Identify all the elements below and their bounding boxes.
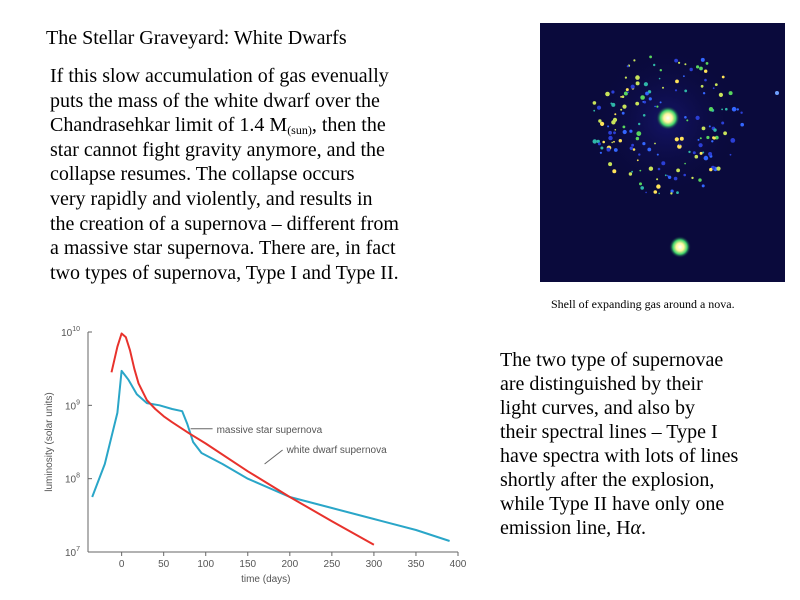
x-tick-label: 100 — [197, 559, 214, 570]
paragraph-line: The two type of supernovae — [500, 349, 724, 371]
paragraph-line: very rapidly and violently, and results … — [50, 187, 373, 210]
paragraph-line: star cannot fight gravity anymore, and t… — [50, 138, 385, 161]
alpha-symbol: α — [630, 517, 642, 539]
x-tick-label: 350 — [408, 559, 425, 570]
light-curve-chart: 0 50 100 150 200 250 300 350 400 1010 109 108 107 tim… — [40, 320, 480, 590]
y-axis-title: luminosity (solar units) — [44, 392, 55, 491]
paragraph-line-tail: , then the — [311, 114, 386, 137]
paragraph-line: shortly after the explosion, — [500, 469, 715, 491]
white-dwarf-supernova-label: white dwarf supernova — [286, 445, 387, 456]
slide-title: The Stellar Graveyard: White Dwarfs — [46, 27, 347, 49]
supernova-types-paragraph: The two type of supernovae are distingui… — [500, 348, 790, 540]
paragraph-line-text: Chandrasehkar limit of 1.4 M — [50, 114, 288, 137]
y-tick-label: 109 — [65, 399, 80, 412]
paragraph-line: collapse resumes. The collapse occurs — [50, 163, 355, 186]
x-axis-title: time (days) — [241, 574, 290, 585]
paragraph-line: light curves, and also by — [500, 397, 695, 419]
paragraph-line: a massive star supernova. There are, in … — [50, 237, 396, 260]
nova-shell-image — [540, 23, 785, 282]
paragraph-line: while Type II have only one — [500, 493, 725, 515]
white-dwarf-label-leader — [264, 449, 283, 465]
paragraph-line: are distinguished by their — [500, 373, 703, 395]
paragraph-line: have spectra with lots of lines — [500, 445, 739, 467]
x-tick-label: 200 — [281, 559, 298, 570]
x-tick-label: 0 — [119, 559, 125, 570]
y-tick-label: 107 — [65, 546, 80, 559]
white-dwarf-supernova-curve — [110, 332, 375, 546]
period: . — [641, 517, 647, 539]
paragraph-line: their spectral lines – Type I — [500, 421, 718, 443]
sun-subscript: (sun) — [287, 123, 312, 138]
massive-star-supernova-label: massive star supernova — [217, 425, 323, 436]
paragraph-line-halpha: emission line, Hα. — [500, 516, 790, 540]
paragraph-line: If this slow accumulation of gas evenual… — [50, 65, 389, 87]
massive-star-supernova-curve — [91, 369, 450, 542]
paragraph-line: two types of supernova, Type I and Type … — [50, 261, 399, 284]
image-caption: Shell of expanding gas around a nova. — [551, 297, 735, 311]
x-tick-label: 300 — [366, 559, 383, 570]
x-tick-label: 50 — [158, 559, 170, 570]
y-tick-label: 1010 — [61, 326, 80, 339]
paragraph-line: puts the mass of the white dwarf over th… — [50, 89, 380, 112]
paragraph-line-chandrasekhar: Chandrasehkar limit of 1.4 M(sun), then … — [50, 113, 480, 138]
y-tick-label: 108 — [65, 473, 80, 486]
x-tick-label: 250 — [324, 559, 341, 570]
paragraph-line-text: emission line, H — [500, 517, 631, 539]
x-tick-label: 150 — [239, 559, 256, 570]
x-tick-label: 400 — [450, 559, 467, 570]
intro-paragraph: If this slow accumulation of gas evenual… — [50, 64, 480, 285]
paragraph-line: the creation of a supernova – different … — [50, 212, 399, 235]
